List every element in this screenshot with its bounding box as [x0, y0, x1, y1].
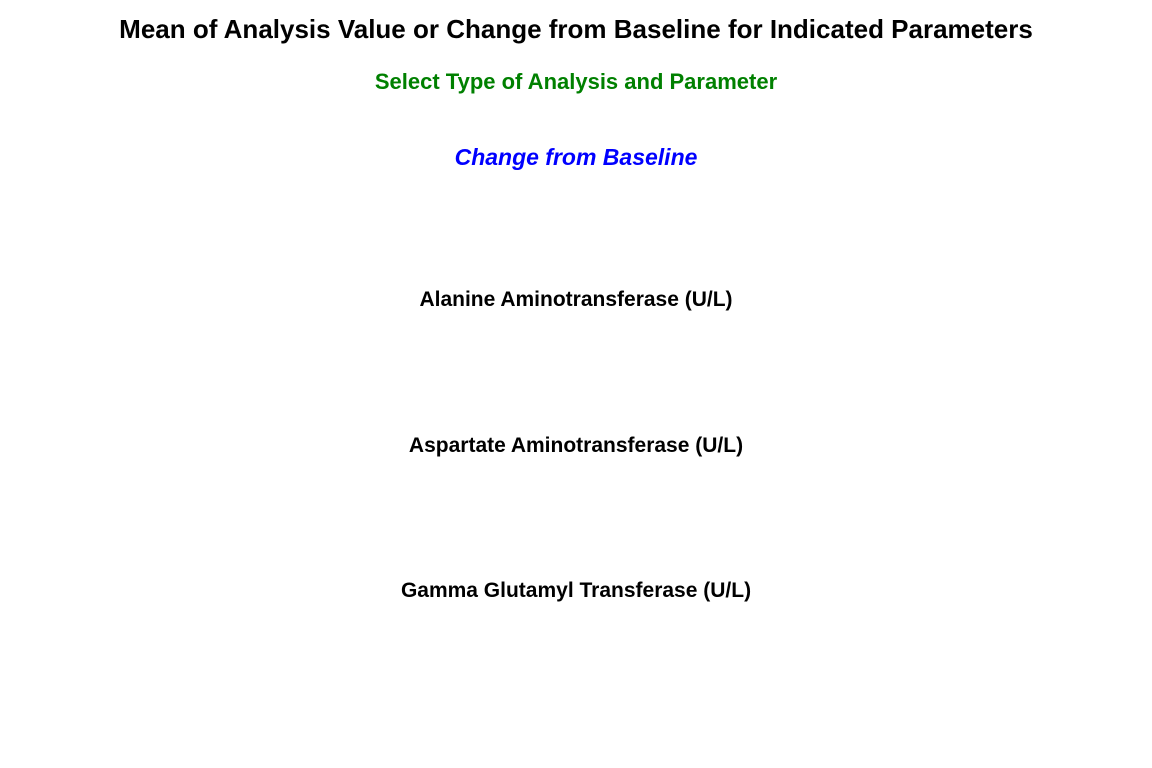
- page-subtitle: Select Type of Analysis and Parameter: [374, 69, 778, 94]
- parameter-link-gamma-glutamyl-transferase[interactable]: Gamma Glutamyl Transferase (U/L): [400, 579, 752, 602]
- parameter-link-alanine-aminotransferase[interactable]: Alanine Aminotransferase (U/L): [419, 288, 733, 311]
- parameter-link-aspartate-aminotransferase[interactable]: Aspartate Aminotransferase (U/L): [408, 434, 744, 457]
- analysis-type-link[interactable]: Change from Baseline: [454, 144, 698, 170]
- page-title: Mean of Analysis Value or Change from Ba…: [119, 14, 1033, 44]
